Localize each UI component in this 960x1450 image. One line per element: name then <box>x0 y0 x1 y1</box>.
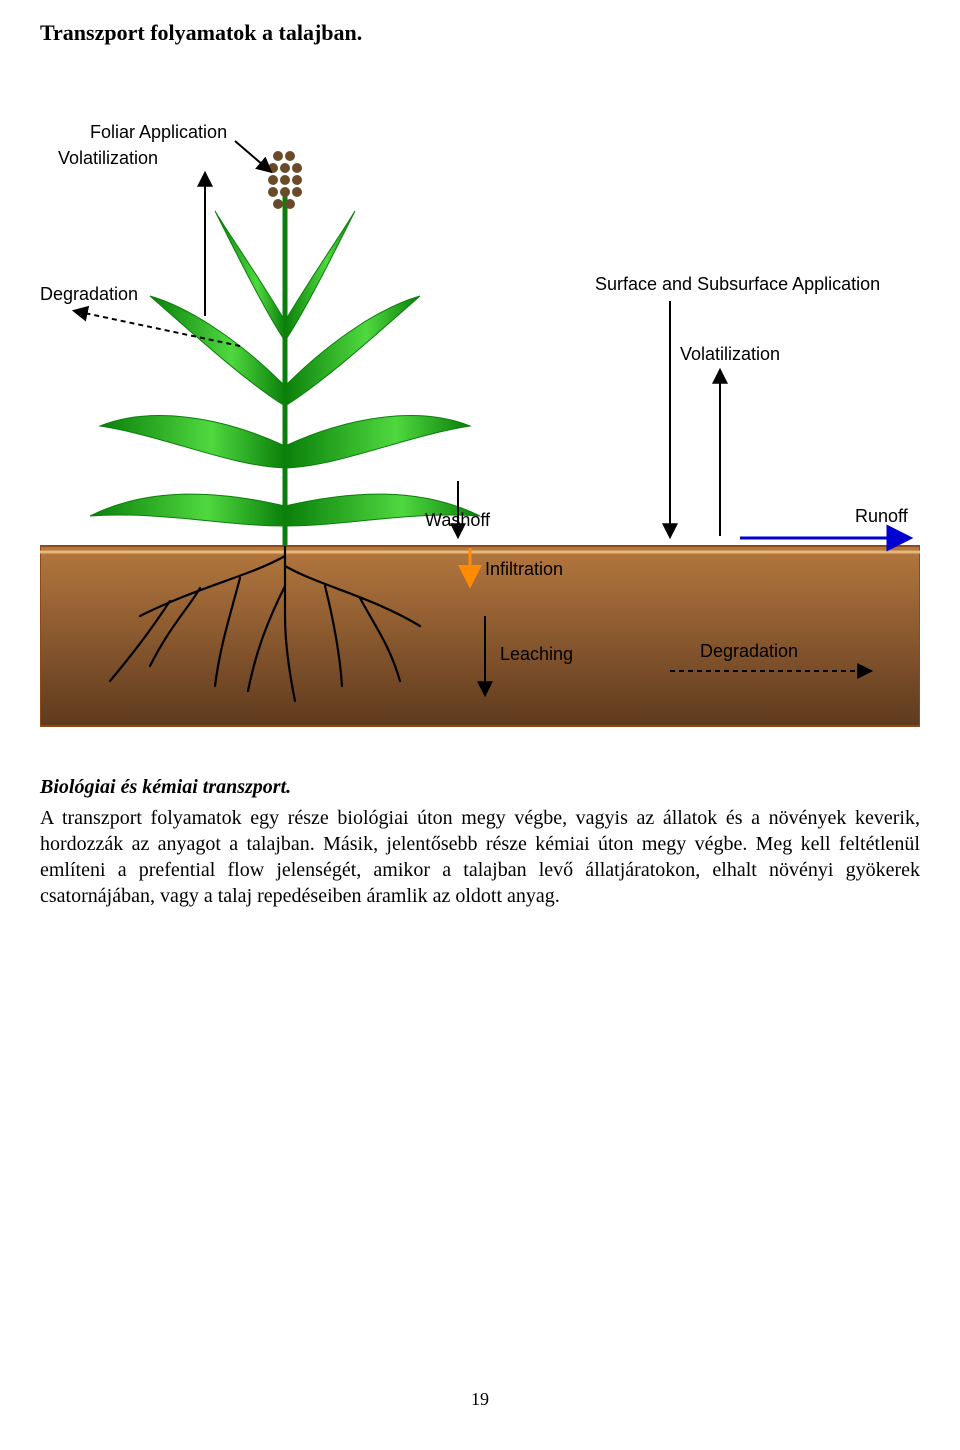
body-paragraph: A transzport folyamatok egy része biológ… <box>40 805 920 909</box>
label-runoff: Runoff <box>855 506 908 527</box>
transport-diagram: Foliar Application Volatilization Degrad… <box>40 86 920 746</box>
page-title: Transzport folyamatok a talajban. <box>40 20 920 46</box>
label-volatilization-right: Volatilization <box>680 344 780 365</box>
page-number: 19 <box>40 1389 920 1410</box>
label-volatilization-top: Volatilization <box>58 148 158 169</box>
label-washoff: Washoff <box>425 510 490 531</box>
section-subtitle: Biológiai és kémiai transzport. <box>40 776 920 799</box>
label-surface-subsurface-application: Surface and Subsurface Application <box>595 274 880 295</box>
label-leaching: Leaching <box>500 644 573 665</box>
label-foliar-application: Foliar Application <box>90 122 227 143</box>
label-infiltration: Infiltration <box>485 559 563 580</box>
label-degradation-soil: Degradation <box>700 641 798 662</box>
label-degradation-top: Degradation <box>40 284 138 305</box>
